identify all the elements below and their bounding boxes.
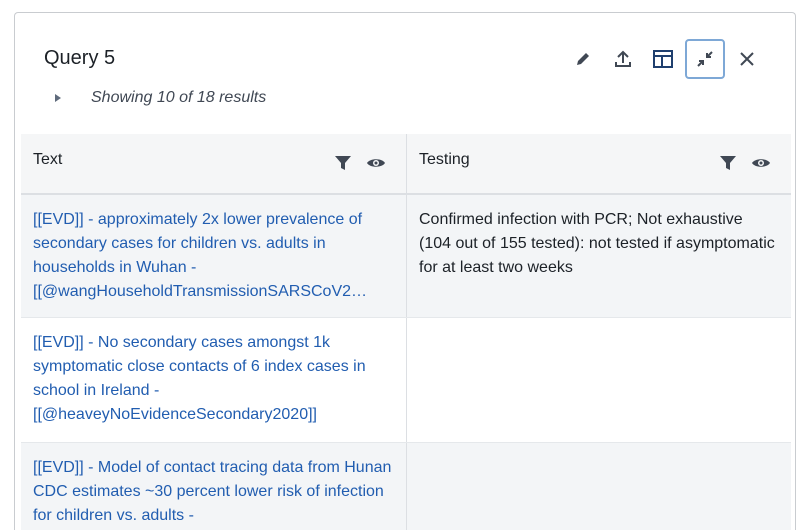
- close-button[interactable]: [729, 41, 765, 77]
- table-row: [[EVD]] - approximately 2x lower prevale…: [21, 195, 791, 318]
- text-cell-link[interactable]: [[EVD]] - Model of contact tracing data …: [33, 459, 392, 524]
- edit-button[interactable]: [565, 41, 601, 77]
- eye-icon[interactable]: [366, 154, 386, 172]
- results-summary-row: Showing 10 of 18 results: [55, 89, 266, 107]
- column-header-testing[interactable]: Testing: [406, 134, 791, 193]
- expand-caret-icon[interactable]: [55, 94, 61, 102]
- pencil-icon: [577, 53, 589, 65]
- close-icon: [740, 52, 754, 66]
- testing-cell: [406, 318, 791, 442]
- results-table: Text Testing [[EVD]] - approximately 2x …: [21, 134, 791, 530]
- table-row: [[EVD]] - Model of contact tracing data …: [21, 443, 791, 530]
- toolbar: [565, 39, 765, 79]
- table-header: Text Testing: [21, 134, 791, 195]
- results-summary: Showing 10 of 18 results: [91, 89, 267, 106]
- upload-icon: [615, 50, 631, 67]
- export-button[interactable]: [605, 41, 641, 77]
- filter-icon[interactable]: [719, 154, 737, 172]
- panel-title: Query 5: [44, 47, 116, 69]
- minimize-icon: [697, 51, 713, 67]
- eye-icon[interactable]: [751, 154, 771, 172]
- minimize-button[interactable]: [685, 39, 725, 79]
- layout-button[interactable]: [645, 41, 681, 77]
- text-cell-link[interactable]: [[EVD]] - No secondary cases amongst 1k …: [33, 334, 366, 423]
- text-cell-link[interactable]: [[EVD]] - approximately 2x lower prevale…: [33, 211, 368, 300]
- table-row: [[EVD]] - No secondary cases amongst 1k …: [21, 318, 791, 443]
- testing-cell: Confirmed infection with PCR; Not exhaus…: [406, 195, 791, 317]
- column-label: Testing: [419, 151, 470, 168]
- column-label: Text: [33, 151, 63, 168]
- testing-cell: [406, 443, 791, 530]
- query-panel: Query 5 Showing 10 of 18 results Text Te…: [14, 12, 796, 530]
- column-header-text[interactable]: Text: [21, 134, 406, 193]
- layout-icon: [653, 50, 673, 68]
- filter-icon[interactable]: [334, 154, 352, 172]
